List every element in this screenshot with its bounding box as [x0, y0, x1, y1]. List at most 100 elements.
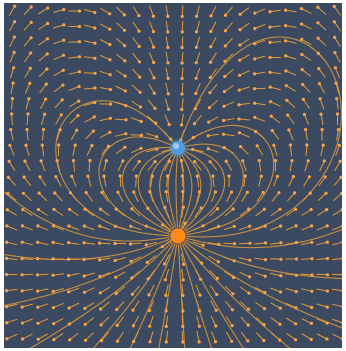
- field-vector-arrow: [51, 257, 65, 261]
- field-vector-arrow: [289, 159, 294, 172]
- field-vector-arrow: [285, 257, 299, 261]
- field-vector-arrow: [113, 257, 126, 263]
- field-vector-arrow: [268, 40, 282, 45]
- field-vector-arrow: [40, 112, 47, 125]
- field-vector-arrow: [113, 241, 126, 246]
- field-vector-arrow: [5, 333, 18, 341]
- field-vector-arrow: [51, 240, 64, 246]
- field-line: [181, 149, 212, 231]
- field-vector-arrow: [194, 83, 201, 96]
- field-vector-arrow: [181, 315, 185, 329]
- field-vector-arrow: [68, 84, 81, 91]
- field-vector-arrow: [252, 87, 266, 91]
- field-vector-arrow: [38, 175, 47, 187]
- field-vector-arrow: [223, 53, 234, 63]
- field-vector-arrow: [25, 127, 29, 141]
- field-vector-arrow: [160, 239, 172, 249]
- field-vector-arrow: [115, 132, 128, 137]
- field-vector-arrow: [21, 208, 33, 216]
- field-vector-arrow: [99, 301, 110, 311]
- field-vector-arrow: [302, 112, 310, 125]
- field-vector-arrow: [116, 38, 127, 48]
- field-vector-arrow: [180, 20, 184, 34]
- field-line: [149, 150, 174, 230]
- field-vector-arrow: [36, 333, 49, 341]
- field-line: [137, 148, 174, 231]
- field-vector-arrow: [284, 39, 297, 44]
- field-vector-arrow: [208, 242, 221, 246]
- field-vector-arrow: [285, 240, 298, 245]
- field-vector-arrow: [286, 207, 298, 217]
- field-vector-arrow: [84, 191, 94, 202]
- field-vector-arrow: [68, 191, 78, 202]
- field-vector-arrow: [211, 190, 218, 203]
- field-vector-arrow: [301, 333, 313, 341]
- field-vector-arrow: [258, 174, 263, 187]
- field-vector-arrow: [239, 145, 249, 155]
- field-vector-arrow: [38, 6, 50, 15]
- field-vector-arrow: [209, 270, 219, 280]
- field-vector-arrow: [240, 301, 251, 311]
- field-vector-arrow: [255, 317, 266, 327]
- field-vector-arrow: [132, 159, 141, 171]
- field-vector-arrow: [163, 205, 170, 218]
- field-vector-arrow: [194, 269, 203, 281]
- field-vector-arrow: [300, 288, 314, 293]
- field-vector-arrow: [20, 303, 33, 309]
- field-vector-arrow: [253, 39, 266, 46]
- field-vector-arrow: [39, 97, 48, 110]
- diagram-background: [4, 3, 342, 348]
- field-vector-arrow: [270, 224, 283, 231]
- field-vector-arrow: [146, 115, 158, 125]
- field-vector-arrow: [254, 224, 267, 231]
- field-vector-arrow: [99, 70, 112, 77]
- field-line: [185, 239, 342, 280]
- field-vector-arrow: [255, 144, 264, 156]
- field-vector-arrow: [36, 318, 49, 325]
- field-vector-arrow: [222, 118, 235, 123]
- field-vector-arrow: [130, 207, 141, 217]
- field-vector-arrow: [51, 302, 64, 310]
- field-vector-arrow: [268, 70, 282, 75]
- field-vector-arrow: [180, 82, 184, 96]
- field-vector-arrow: [71, 158, 76, 172]
- field-vector-arrow: [23, 20, 33, 31]
- field-vector-arrow: [333, 35, 341, 47]
- field-vector-arrow: [132, 6, 141, 18]
- field-vector-arrow: [333, 66, 341, 79]
- field-vector-arrow: [115, 53, 127, 63]
- field-vector-arrow: [165, 52, 170, 65]
- field-vector-arrow: [316, 224, 329, 231]
- field-vector-arrow: [165, 21, 170, 34]
- field-vector-arrow: [10, 96, 14, 110]
- field-vector-arrow: [164, 190, 169, 203]
- field-vector-arrow: [131, 100, 143, 109]
- field-vector-arrow: [130, 270, 141, 280]
- field-vector-arrow: [148, 331, 154, 344]
- field-vector-arrow: [97, 241, 111, 245]
- field-vector-arrow: [208, 83, 218, 95]
- field-line: [4, 191, 170, 242]
- field-vector-arrow: [270, 241, 283, 245]
- field-vector-arrow: [36, 303, 49, 309]
- field-vector-arrow: [70, 128, 79, 141]
- field-vector-arrow: [193, 98, 202, 111]
- field-vector-arrow: [224, 207, 235, 217]
- field-line: [181, 151, 202, 229]
- field-line: [4, 240, 171, 307]
- field-vector-arrow: [225, 331, 234, 343]
- field-vector-arrow: [316, 273, 330, 277]
- field-vector-arrow: [223, 256, 236, 263]
- field-vector-arrow: [270, 287, 283, 294]
- field-vector-arrow: [207, 100, 218, 110]
- field-vector-arrow: [237, 131, 250, 138]
- field-vector-arrow: [130, 117, 143, 123]
- field-vector-arrow: [83, 86, 97, 90]
- field-vector-arrow: [180, 36, 184, 50]
- field-vector-arrow: [284, 84, 296, 92]
- field-vector-arrow: [318, 175, 327, 187]
- field-vector-arrow: [253, 8, 266, 15]
- field-vector-arrow: [150, 174, 154, 187]
- field-vector-arrow: [51, 224, 64, 231]
- field-vector-arrow: [52, 317, 64, 326]
